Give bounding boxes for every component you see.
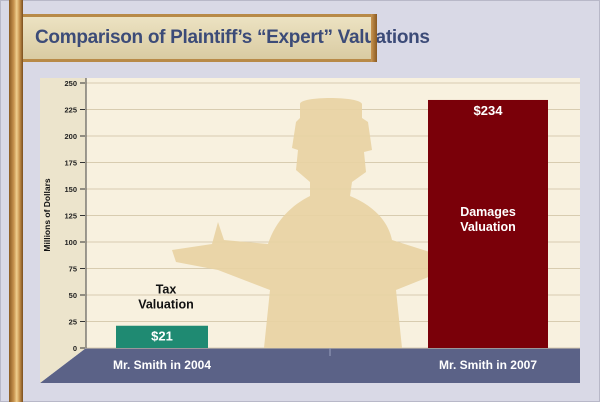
decorative-pole	[9, 0, 23, 402]
y-axis-ticks: 0 25 50 75 100 125 150 175 200 225 250	[64, 78, 87, 353]
y-tick-label: 225	[64, 106, 77, 115]
y-tick-label: 250	[64, 79, 77, 88]
bar-2	[428, 99, 548, 349]
person-shrugging-silhouette	[172, 98, 488, 348]
y-tick-label: 0	[73, 344, 77, 353]
bars	[116, 99, 548, 349]
y-tick-label: 100	[64, 238, 77, 247]
silhouette-shape	[172, 98, 488, 348]
x-category-label: Mr. Smith in 2004	[113, 358, 211, 372]
y-axis-panel	[40, 78, 86, 383]
y-tick-label: 125	[64, 212, 77, 221]
y-tick-label: 150	[64, 185, 77, 194]
bar-annotation: Tax	[156, 283, 177, 297]
x-category-label: Mr. Smith in 2007	[439, 358, 537, 372]
bar-annotation: Valuation	[460, 220, 516, 234]
chart-title: Comparison of Plaintiff’s “Expert” Valua…	[35, 27, 430, 48]
bar-annotation: Damages	[460, 205, 516, 219]
y-tick-label: 175	[64, 159, 77, 168]
y-tick-label: 200	[64, 132, 77, 141]
y-tick-label: 50	[69, 291, 77, 300]
y-tick-label: 25	[69, 318, 77, 327]
bar-value-label: $21	[151, 329, 173, 344]
y-tick-label: 75	[69, 265, 77, 274]
bar-annotation: Valuation	[138, 298, 194, 312]
chart-base	[40, 348, 580, 383]
bar-1	[116, 325, 208, 348]
bar-value-label: $234	[474, 103, 504, 118]
title-banner: Comparison of Plaintiff’s “Expert” Valua…	[23, 14, 430, 62]
y-axis-label: Millions of Dollars	[42, 178, 52, 251]
